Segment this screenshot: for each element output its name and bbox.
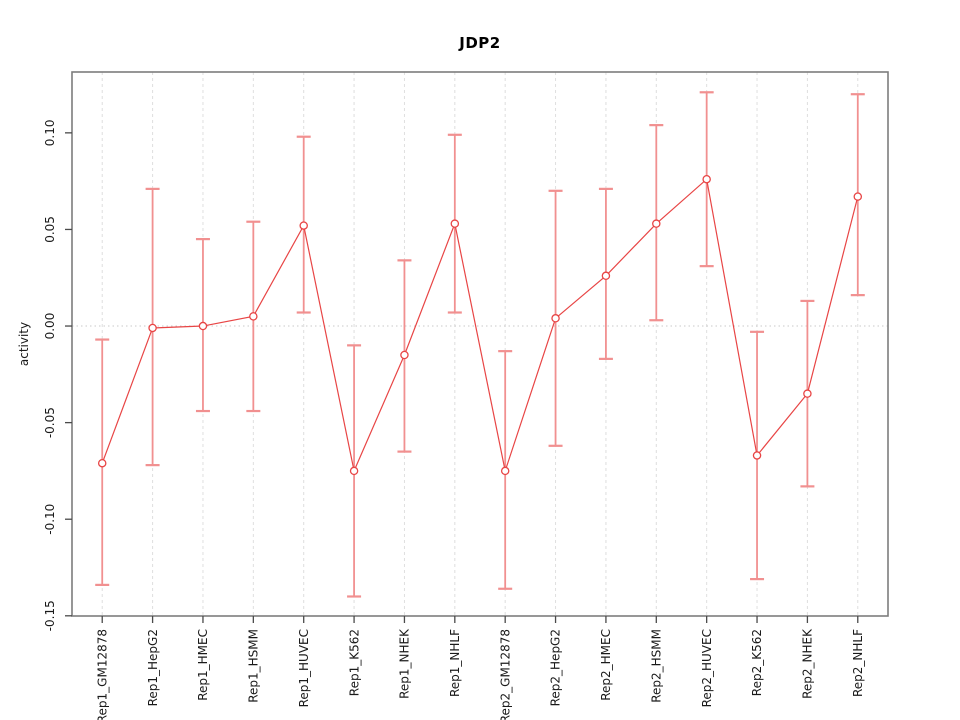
y-tick-label: -0.10 — [43, 504, 57, 535]
data-point-marker — [450, 219, 460, 228]
x-tick-label: Rep2_HUVEC — [700, 629, 714, 707]
x-tick-label: Rep2_HepG2 — [549, 629, 563, 706]
axis-ticks-layer — [65, 132, 859, 623]
chart-title: JDP2 — [459, 34, 501, 52]
y-tick-label: 0.10 — [43, 119, 57, 146]
data-point-marker — [249, 312, 258, 321]
gridline-layer — [101, 72, 859, 616]
x-tick-label: Rep1_HMEC — [196, 629, 210, 701]
series-line — [101, 178, 859, 474]
y-tick-label: 0.05 — [43, 216, 57, 243]
data-point-marker — [349, 466, 359, 476]
series-line-layer — [101, 178, 859, 474]
data-point-marker — [500, 466, 510, 476]
data-point-marker — [752, 451, 762, 460]
axis-labels-layer: -0.15 -0.10 -0.05 0.00 0.05 0.10 Rep1_GM12878 R… — [43, 119, 865, 720]
x-tick-label: Rep1_HepG2 — [146, 629, 160, 706]
data-point-marker — [853, 192, 863, 201]
x-tick-label: Rep2_NHLF — [851, 629, 865, 697]
x-tick-label: Rep1_NHEK — [398, 628, 412, 699]
data-point-markers-layer — [97, 174, 863, 476]
plot-frame-layer — [71, 71, 889, 617]
data-point-marker — [652, 219, 661, 228]
x-tick-label: Rep2_HSMM — [649, 629, 663, 703]
data-point-marker — [97, 458, 107, 468]
x-tick-label: Rep1_HSMM — [247, 629, 261, 703]
data-point-marker — [551, 314, 560, 323]
y-axis-title: activity — [17, 322, 31, 366]
plot-border — [71, 71, 889, 617]
x-tick-label: Rep2_GM12878 — [498, 629, 512, 720]
x-tick-label: Rep1_K562 — [347, 629, 361, 696]
data-point-marker — [803, 389, 812, 398]
data-point-marker — [601, 271, 611, 281]
data-point-marker — [198, 321, 208, 331]
y-tick-label: 0.00 — [43, 313, 57, 340]
data-point-marker — [400, 350, 409, 360]
x-tick-label: Rep1_HUVEC — [297, 629, 311, 707]
x-tick-label: Rep2_K562 — [750, 629, 764, 696]
x-tick-label: Rep2_HMEC — [599, 629, 613, 701]
data-point-marker — [148, 323, 157, 333]
y-tick-label: -0.05 — [43, 407, 57, 438]
data-point-marker — [702, 174, 711, 184]
x-tick-label: Rep1_GM12878 — [95, 629, 109, 720]
data-point-marker — [299, 221, 308, 230]
x-tick-label: Rep1_NHLF — [448, 629, 462, 697]
x-tick-label: Rep2_NHEK — [801, 628, 815, 699]
y-tick-label: -0.15 — [43, 600, 57, 631]
